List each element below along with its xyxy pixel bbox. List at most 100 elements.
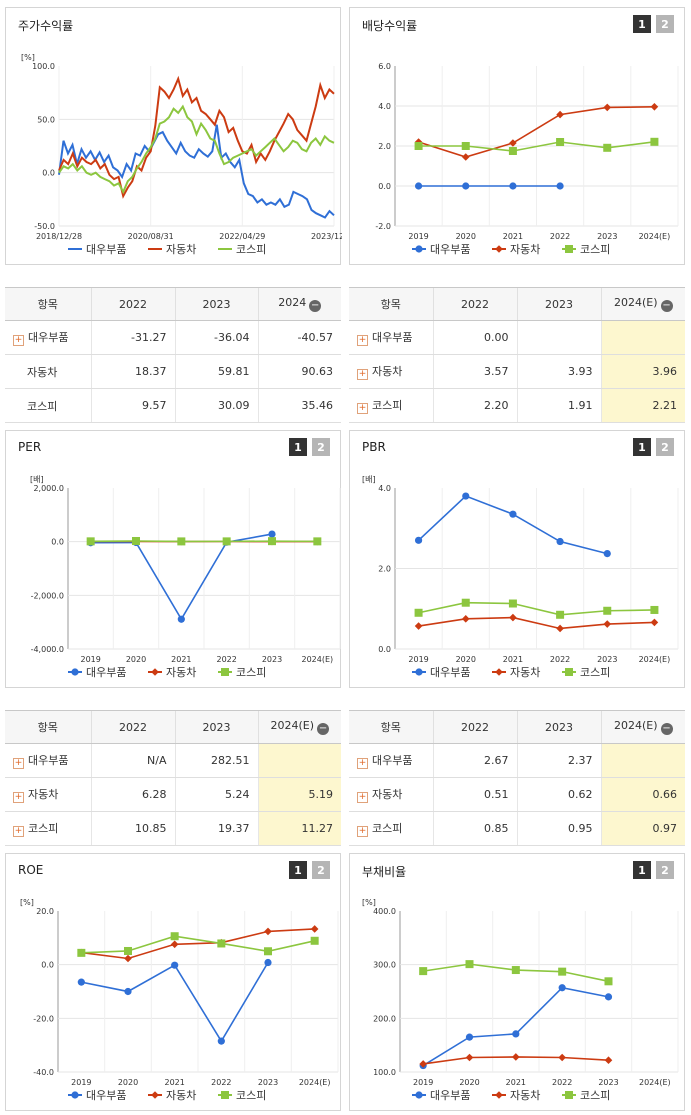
x-tick-label: 2022	[216, 655, 236, 664]
expand-icon[interactable]: +	[357, 403, 368, 414]
x-tick-label: 2021	[506, 1078, 526, 1087]
row-label[interactable]: + 자동차	[349, 354, 433, 389]
x-tick-label: 2019	[408, 655, 428, 664]
dividend-yield-chart: 6.0 4.0 2.0 0.0 -2.0 2019 2020 2021 2022 2023 2024…	[375, 62, 679, 256]
table-cell: -40.57	[257, 320, 341, 355]
data-point	[461, 598, 470, 607]
row-label[interactable]: + 대우부품	[5, 743, 91, 778]
table-cell: 1.91	[516, 388, 601, 423]
table-row: + 코스피 10.85 19.37 11.27	[5, 811, 341, 846]
series-line-2	[81, 928, 315, 960]
row-label[interactable]: + 대우부품	[5, 320, 91, 355]
data-point	[124, 954, 132, 963]
x-tick-label: 2020	[459, 1078, 479, 1087]
table-cell: 5.24	[174, 777, 258, 812]
data-point	[558, 967, 567, 976]
legend-label-1: 대우부품	[86, 1089, 126, 1102]
expand-icon[interactable]: +	[13, 792, 24, 803]
row-label[interactable]: + 대우부품	[349, 320, 433, 355]
view-2-button[interactable]: 2	[656, 15, 674, 33]
row-label[interactable]: + 자동차	[349, 777, 433, 812]
y-tick-label: 0.0	[378, 182, 391, 191]
table-row: + 코스피 0.85 0.95 0.97	[349, 811, 685, 846]
x-tick-label: 2023	[598, 1078, 618, 1087]
view-2-button[interactable]: 2	[656, 438, 674, 456]
table-cell	[600, 320, 685, 355]
y-tick-label: 4.0	[378, 484, 391, 493]
view-1-button[interactable]: 1	[633, 861, 651, 879]
debt-ratio-panel: 부채비율 1 2 400.0 300.0 200.0 100.0 [%] 2019 2020…	[349, 853, 685, 1111]
roe-panel: ROE 1 2 20.0 0.0 -20.0 -40.0 [%] 2019 2020 2021…	[5, 853, 341, 1111]
legend-label-2: 자동차	[166, 666, 196, 679]
data-point	[556, 624, 564, 633]
row-label[interactable]: + 코스피	[349, 811, 433, 846]
data-point	[313, 537, 322, 546]
view-1-button[interactable]: 1	[633, 438, 651, 456]
table-cell: 6.28	[90, 777, 175, 812]
x-tick-label: 2021	[503, 655, 523, 664]
collapse-icon[interactable]: −	[660, 300, 673, 312]
table-cell: 3.57	[432, 354, 517, 389]
expand-icon[interactable]: +	[357, 369, 368, 380]
series-line-3	[81, 935, 315, 954]
data-point	[650, 605, 659, 614]
data-point	[222, 537, 231, 546]
row-label[interactable]: + 자동차	[5, 777, 91, 812]
view-2-button[interactable]: 2	[312, 861, 330, 879]
view-1-button[interactable]: 1	[289, 438, 307, 456]
view-1-button[interactable]: 1	[633, 15, 651, 33]
expand-icon[interactable]: +	[357, 758, 368, 769]
view-2-button[interactable]: 2	[312, 438, 330, 456]
series-line-1	[90, 533, 273, 621]
per-chart: 2,000.0 0.0 -2,000.0 -4,000.0 [배] 2019 2020 202…	[30, 475, 341, 679]
collapse-icon[interactable]: −	[317, 723, 330, 735]
table-row: 자동차 18.37 59.81 90.63	[5, 354, 341, 389]
expand-icon[interactable]: +	[357, 792, 368, 803]
table-row: + 자동차 6.28 5.24 5.19	[5, 777, 341, 812]
table-cell: 19.37	[174, 811, 258, 846]
table-cell	[257, 743, 341, 778]
view-2-button[interactable]: 2	[656, 861, 674, 879]
stock-return-chart: 100.0 50.0 0.0 -50.0 [%] 2018/12/28 2020/08/31…	[21, 53, 342, 256]
collapse-icon[interactable]: −	[660, 723, 673, 735]
data-point	[556, 182, 564, 190]
view-1-button[interactable]: 1	[289, 861, 307, 879]
x-tick-label: 2020	[126, 655, 146, 664]
legend-label-3: 코스피	[236, 666, 266, 679]
column-header: 2022	[90, 287, 175, 321]
data-point	[556, 610, 565, 619]
data-point	[604, 1056, 613, 1064]
data-point	[462, 182, 470, 190]
data-point	[509, 510, 517, 518]
column-header: 항목	[349, 287, 433, 321]
data-point	[508, 599, 517, 608]
table-cell: 0.66	[600, 777, 685, 812]
table-row: + 자동차 3.57 3.93 3.96	[349, 354, 685, 389]
collapse-icon[interactable]: −	[309, 300, 322, 312]
data-point	[512, 1030, 520, 1038]
debt-ratio-chart: 400.0 300.0 200.0 100.0 [%] 2019 2020 2021 2022 2…	[362, 898, 679, 1102]
y-tick-label: 100.0	[32, 62, 55, 71]
x-tick-label: 2020	[456, 232, 476, 241]
table-cell: 0.97	[600, 811, 685, 846]
expand-icon[interactable]: +	[357, 335, 368, 346]
row-label[interactable]: + 대우부품	[349, 743, 433, 778]
expand-icon[interactable]: +	[357, 826, 368, 837]
row-label[interactable]: + 코스피	[5, 811, 91, 846]
expand-icon[interactable]: +	[13, 758, 24, 769]
column-header: 2024(E) −	[257, 710, 341, 744]
legend-marker	[151, 1091, 159, 1099]
x-tick-label: 2021	[503, 232, 523, 241]
legend-label-3: 코스피	[236, 243, 266, 256]
row-label[interactable]: + 코스피	[349, 388, 433, 423]
data-point	[509, 613, 517, 622]
legend-label-3: 코스피	[236, 1089, 266, 1102]
table-cell: 30.09	[174, 388, 258, 423]
table-cell: 90.63	[257, 354, 341, 389]
y-tick-label: 100.0	[373, 1068, 396, 1077]
expand-icon[interactable]: +	[13, 335, 24, 346]
legend-marker	[221, 668, 229, 676]
series-line-3	[418, 601, 655, 616]
expand-icon[interactable]: +	[13, 826, 24, 837]
series-line-1	[58, 124, 335, 219]
